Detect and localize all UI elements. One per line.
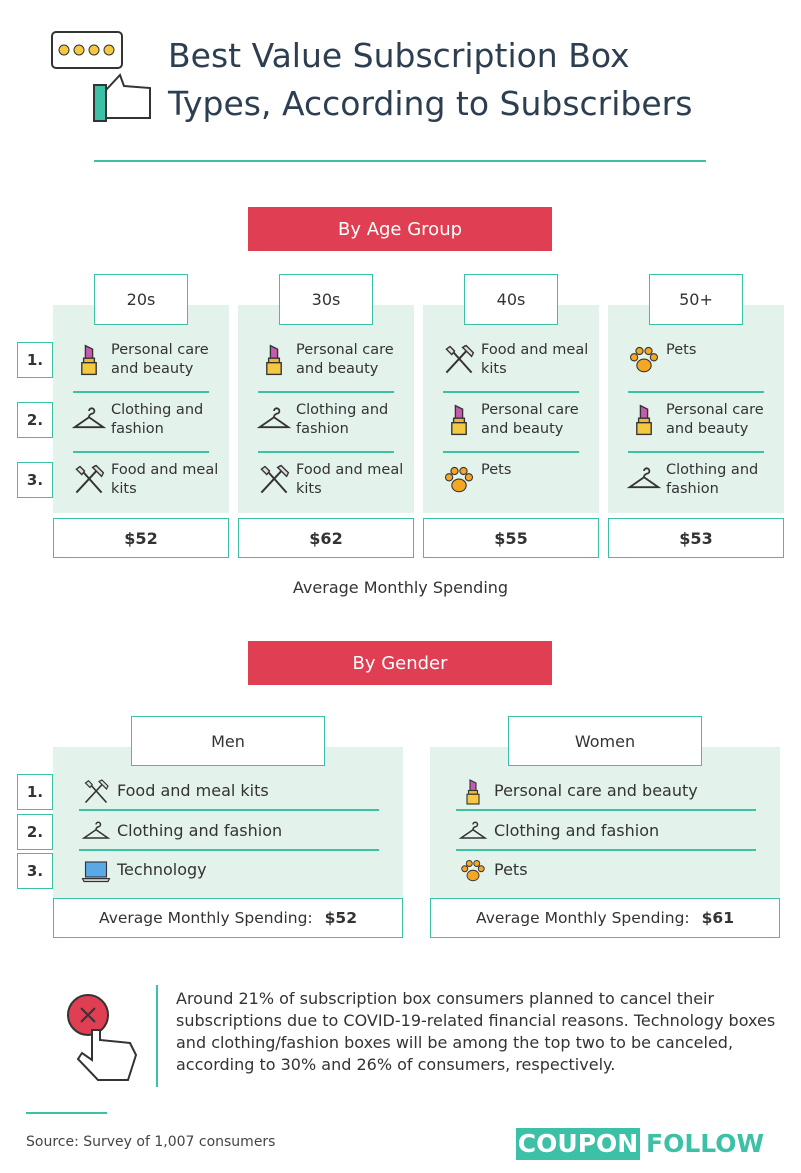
group-label: Men	[131, 716, 325, 766]
item-icon	[256, 402, 292, 438]
rank-label: 1.	[17, 774, 53, 810]
separator	[73, 451, 209, 453]
item-icon	[441, 402, 477, 438]
spending-row: Average Monthly Spending: $52	[53, 898, 403, 938]
footer-rule	[26, 1112, 107, 1114]
spending-label: Average Monthly Spending:	[99, 909, 313, 927]
brand-left: COUPON	[516, 1128, 640, 1160]
item: Clothing and fashion	[666, 462, 759, 497]
separator	[456, 849, 756, 851]
spending: $61	[701, 909, 734, 927]
spending: $52	[53, 518, 229, 558]
spending: $62	[238, 518, 414, 558]
item: Clothing and fashion	[494, 821, 660, 840]
item-icon	[441, 342, 477, 378]
brand-right: FOLLOW	[646, 1129, 765, 1158]
rank-label: 3.	[17, 462, 53, 498]
item: Clothing and fashion	[296, 402, 389, 437]
item: Food and meal kits	[117, 781, 269, 800]
item-icon	[71, 342, 107, 378]
item: Pets	[666, 342, 697, 358]
item-icon	[81, 817, 111, 847]
item-icon	[256, 342, 292, 378]
caption: Average Monthly Spending	[292, 578, 509, 597]
panel	[53, 305, 229, 513]
item-icon	[626, 462, 662, 498]
item-icon	[458, 777, 488, 807]
panel	[53, 747, 403, 898]
note: Around 21% of subscription box consumers…	[176, 989, 776, 1074]
item: Clothing and fashion	[111, 402, 204, 437]
panel	[430, 747, 780, 898]
item-icon	[71, 462, 107, 498]
item-icon	[256, 462, 292, 498]
separator	[443, 391, 579, 393]
item-icon	[71, 402, 107, 438]
item-icon	[458, 817, 488, 847]
separator	[443, 451, 579, 453]
rank-label: 2.	[17, 814, 53, 850]
item: Personal care and beauty	[481, 402, 579, 437]
rank-label: 1.	[17, 342, 53, 378]
note-rule	[156, 985, 158, 1087]
item-icon	[441, 462, 477, 498]
rank-label: 2.	[17, 402, 53, 438]
item-icon	[81, 777, 111, 807]
source: Source: Survey of 1,007 consumers	[26, 1134, 276, 1150]
spending: $52	[324, 909, 357, 927]
title-line: Best Value Subscription Box	[168, 36, 630, 75]
spending-row: Average Monthly Spending: $61	[430, 898, 780, 938]
group-label: 20s	[94, 274, 188, 325]
item: Clothing and fashion	[117, 821, 283, 840]
item: Technology	[117, 860, 207, 879]
item: Personal care and beauty	[296, 342, 394, 377]
item-icon	[626, 342, 662, 378]
section-title: By Gender	[248, 641, 552, 685]
title-line: Types, According to Subscribers	[168, 84, 693, 123]
spending-label: Average Monthly Spending:	[476, 909, 690, 927]
spending: $55	[423, 518, 599, 558]
item: Pets	[481, 462, 512, 478]
item-icon	[81, 856, 111, 886]
spending: $53	[608, 518, 784, 558]
separator	[456, 809, 756, 811]
separator	[258, 391, 394, 393]
item: Food and meal kits	[481, 342, 589, 377]
header-icon	[51, 31, 151, 122]
separator	[628, 451, 764, 453]
group-label: 40s	[464, 274, 558, 325]
panel	[238, 305, 414, 513]
group-label: Women	[508, 716, 702, 766]
item: Food and meal kits	[111, 462, 219, 497]
item-icon	[458, 856, 488, 886]
group-label: 50+	[649, 274, 743, 325]
item-icon	[626, 402, 662, 438]
group-label: 30s	[279, 274, 373, 325]
separator	[79, 849, 379, 851]
separator	[79, 809, 379, 811]
panel	[608, 305, 784, 513]
rank-label: 3.	[17, 853, 53, 889]
section-title: By Age Group	[248, 207, 552, 251]
separator	[628, 391, 764, 393]
item: Pets	[494, 860, 528, 879]
separator	[258, 451, 394, 453]
cancel-icon	[67, 994, 138, 1081]
item: Personal care and beauty	[494, 781, 698, 800]
item: Personal care and beauty	[111, 342, 209, 377]
separator	[73, 391, 209, 393]
item: Food and meal kits	[296, 462, 404, 497]
title: Best Value Subscription Box Types, Accor…	[168, 32, 692, 128]
item: Personal care and beauty	[666, 402, 764, 437]
divider	[94, 160, 706, 162]
